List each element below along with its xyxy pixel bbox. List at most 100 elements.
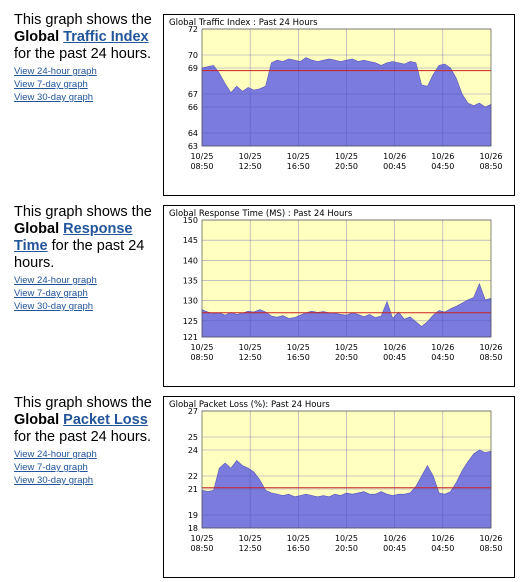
chart-title: Global Response Time (MS) : Past 24 Hour… [169,209,353,219]
view-7-day-link[interactable]: View 7-day graph [14,288,88,299]
response-time-description: This graph shows the Global Response Tim… [14,204,154,313]
plot-border [201,410,492,529]
desc-suffix: for the past 24 hours. [14,429,152,445]
response-time-link[interactable]: Response Time [14,221,133,254]
traffic-index-link[interactable]: Traffic Index [63,29,149,45]
x-tick-label-time: 04:50 [431,544,454,553]
desc-bold: Global [14,29,60,45]
x-tick-label-date: 10/26 [431,152,454,161]
x-tick-label-time: 16:50 [287,353,310,362]
y-tick-label: 21 [188,485,198,494]
view-24-hour-link[interactable]: View 24-hour graph [14,449,97,460]
x-tick-label-date: 10/25 [239,152,262,161]
x-tick-label-time: 08:50 [190,162,213,171]
x-tick-label-date: 10/26 [383,152,406,161]
y-tick-label: 24 [188,446,198,455]
x-tick-label-date: 10/25 [335,534,358,543]
x-tick-label-time: 20:50 [335,353,358,362]
x-tick-label-date: 10/25 [335,152,358,161]
y-tick-label: 72 [188,25,198,34]
desc-text: This graph shows the [14,204,152,220]
x-tick-label-time: 08:50 [479,162,502,171]
desc-text: This graph shows the [14,12,152,28]
packet-loss-chart-svg: Global Packet Loss (%): Past 24 Hours181… [169,400,503,553]
x-tick-label-date: 10/26 [479,152,502,161]
y-tick-label: 27 [188,407,198,416]
view-30-day-link[interactable]: View 30-day graph [14,92,94,103]
x-tick-label-date: 10/25 [239,534,262,543]
x-tick-label-date: 10/26 [431,343,454,352]
y-tick-label: 125 [183,317,198,326]
x-tick-label-time: 20:50 [335,544,358,553]
response-time-chart-svg: Global Response Time (MS) : Past 24 Hour… [169,209,503,362]
view-7-day-link[interactable]: View 7-day graph [14,79,88,90]
y-tick-label: 121 [183,333,198,342]
y-tick-label: 69 [188,64,198,73]
y-tick-label: 64 [188,129,198,138]
desc-text: This graph shows the [14,395,152,411]
plot-border [201,28,492,147]
view-24-hour-link[interactable]: View 24-hour graph [14,66,97,77]
x-tick-label-time: 00:45 [383,544,406,553]
view-24-hour-link[interactable]: View 24-hour graph [14,275,97,286]
x-tick-label-time: 12:50 [239,162,262,171]
x-tick-label-time: 04:50 [431,353,454,362]
x-tick-label-date: 10/25 [239,343,262,352]
traffic-index-chart: Global Traffic Index : Past 24 Hours 63 64… [163,14,515,196]
x-tick-label-time: 04:50 [431,162,454,171]
desc-suffix: for the past 24 hours. [14,46,152,62]
traffic-index-description: This graph shows the Global Traffic Inde… [14,12,154,104]
y-tick-label: 70 [188,51,198,60]
x-tick-label-time: 16:50 [287,162,310,171]
x-tick-label-date: 10/25 [287,343,310,352]
y-tick-label: 18 [188,524,198,533]
x-tick-label-date: 10/26 [431,534,454,543]
y-tick-label: 22 [188,472,198,481]
desc-bold: Global [14,412,60,428]
x-tick-label-time: 12:50 [239,353,262,362]
x-tick-label-date: 10/25 [287,534,310,543]
x-tick-label-date: 10/26 [479,343,502,352]
x-tick-label-date: 10/25 [190,343,213,352]
x-tick-label-time: 16:50 [287,544,310,553]
desc-bold: Global [14,221,60,237]
x-tick-label-time: 08:50 [190,544,213,553]
x-tick-label-time: 00:45 [383,162,406,171]
packet-loss-link[interactable]: Packet Loss [63,412,148,428]
view-30-day-link[interactable]: View 30-day graph [14,475,94,486]
y-tick-label: 130 [183,297,198,306]
y-tick-label: 135 [183,277,198,286]
y-tick-label: 67 [188,90,198,99]
y-tick-label: 19 [188,511,198,520]
y-tick-label: 140 [183,256,198,265]
plot-border [201,219,492,338]
x-tick-label-time: 20:50 [335,162,358,171]
desc-suffix: for the past 24 hours. [14,238,145,271]
y-tick-label: 25 [188,433,198,442]
x-tick-label-time: 00:45 [383,353,406,362]
y-tick-label: 150 [183,216,198,225]
x-tick-label-date: 10/26 [383,534,406,543]
x-tick-label-date: 10/26 [383,343,406,352]
y-tick-label: 66 [188,103,198,112]
data-area [201,449,492,529]
graph-links: View 24-hour graph View 7-day graph View… [14,448,154,487]
x-tick-label-time: 08:50 [479,353,502,362]
view-7-day-link[interactable]: View 7-day graph [14,462,88,473]
x-tick-label-date: 10/25 [190,534,213,543]
y-tick-label: 63 [188,142,198,151]
graph-links: View 24-hour graph View 7-day graph View… [14,65,154,104]
view-30-day-link[interactable]: View 30-day graph [14,301,94,312]
response-time-chart: Global Response Time (MS) : Past 24 Hour… [163,205,515,387]
x-tick-label-time: 08:50 [479,544,502,553]
packet-loss-chart: Global Packet Loss (%): Past 24 Hours 18 1… [163,396,515,578]
x-tick-label-time: 08:50 [190,353,213,362]
chart-title: Global Packet Loss (%): Past 24 Hours [169,400,330,410]
x-tick-label-date: 10/26 [479,534,502,543]
graph-links: View 24-hour graph View 7-day graph View… [14,274,154,313]
traffic-index-chart-svg: Global Traffic Index : Past 24 Hours 63 64… [169,18,503,171]
x-tick-label-date: 10/25 [287,152,310,161]
x-tick-label-date: 10/25 [335,343,358,352]
x-tick-label-time: 12:50 [239,544,262,553]
chart-title: Global Traffic Index : Past 24 Hours [169,18,318,28]
